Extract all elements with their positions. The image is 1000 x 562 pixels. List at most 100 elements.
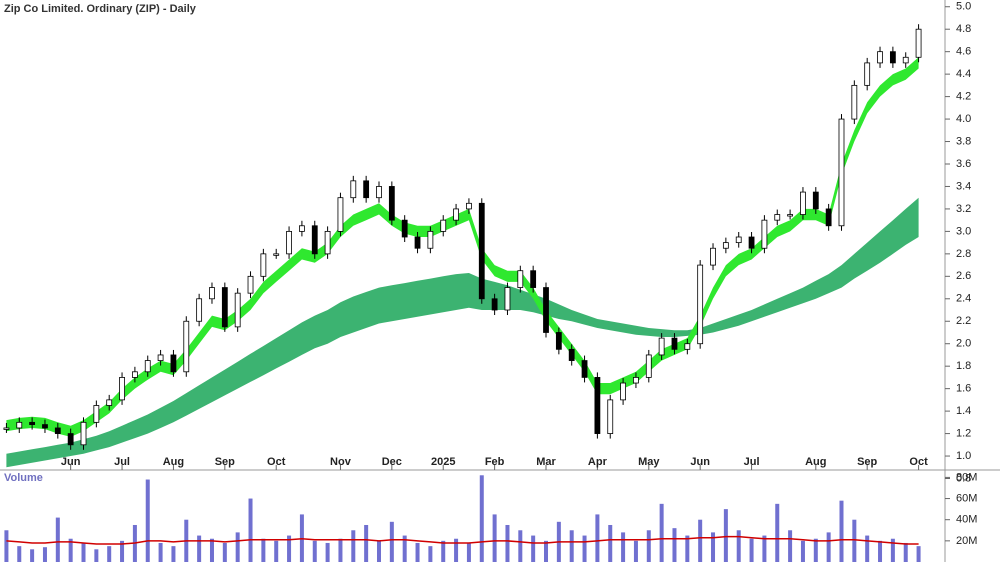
x-tick-label: Nov bbox=[330, 456, 352, 468]
y-tick-label: 3.6 bbox=[956, 158, 971, 170]
x-tick-label: Aug bbox=[163, 456, 184, 468]
volume-bar bbox=[736, 530, 741, 562]
candle-body bbox=[42, 424, 48, 429]
volume-bar bbox=[646, 530, 651, 562]
x-tick-label: Feb bbox=[485, 456, 505, 468]
candle-body bbox=[106, 399, 113, 406]
candle-body bbox=[119, 377, 125, 401]
candle-body bbox=[67, 433, 74, 446]
volume-bar bbox=[351, 530, 356, 562]
volume-bar bbox=[672, 528, 677, 562]
volume-bar bbox=[4, 530, 9, 562]
volume-bar bbox=[364, 524, 369, 562]
y-tick-label: 5.0 bbox=[956, 1, 971, 13]
y-tick-label: 1.2 bbox=[956, 427, 971, 439]
volume-bar bbox=[633, 540, 638, 562]
candle-body bbox=[568, 348, 575, 361]
volume-bar bbox=[248, 498, 253, 562]
y-tick-label: 4.0 bbox=[956, 113, 971, 125]
volume-bar bbox=[312, 540, 317, 562]
candle-body bbox=[517, 270, 524, 288]
candle-body bbox=[414, 236, 421, 249]
x-tick-label: Oct bbox=[909, 456, 928, 468]
y-tick-label: 2.2 bbox=[956, 315, 971, 327]
candle-body bbox=[543, 287, 549, 333]
volume-bar bbox=[659, 503, 664, 562]
x-tick-label: Jun bbox=[61, 456, 81, 468]
candle-body bbox=[54, 427, 61, 434]
volume-bar bbox=[107, 546, 112, 562]
volume-label: Volume bbox=[4, 472, 43, 484]
y-tick-label: 1.0 bbox=[956, 450, 971, 462]
volume-bar bbox=[454, 538, 459, 562]
candle-body bbox=[401, 219, 408, 238]
candle-body bbox=[478, 202, 485, 300]
volume-bar bbox=[505, 524, 510, 562]
candle-body bbox=[299, 225, 305, 232]
candle-body bbox=[915, 28, 922, 58]
volume-bar bbox=[582, 535, 587, 562]
volume-bar bbox=[878, 540, 883, 562]
volume-bar bbox=[428, 546, 433, 562]
x-tick-label: Apr bbox=[588, 456, 608, 468]
candle-body bbox=[530, 270, 537, 288]
candle-body bbox=[787, 214, 794, 217]
volume-bar bbox=[698, 519, 703, 562]
candle-body bbox=[376, 186, 382, 199]
volume-bar bbox=[685, 535, 690, 562]
candle-body bbox=[671, 337, 678, 350]
candle-body bbox=[684, 343, 691, 350]
candle-body bbox=[93, 405, 100, 423]
candle-body bbox=[3, 427, 10, 430]
volume-bar bbox=[711, 532, 716, 562]
candle-body bbox=[877, 51, 883, 64]
candle-body bbox=[234, 292, 241, 328]
candle-body bbox=[16, 421, 23, 429]
volume-bar bbox=[852, 519, 857, 562]
volume-bar bbox=[903, 542, 908, 562]
volume-bar bbox=[17, 546, 22, 562]
candle-body bbox=[620, 382, 626, 401]
volume-bar bbox=[389, 521, 394, 562]
y-tick-label: 4.4 bbox=[956, 68, 971, 80]
x-tick-label: Jul bbox=[744, 456, 760, 468]
volume-bar bbox=[338, 538, 343, 562]
volume-bar bbox=[145, 479, 150, 562]
volume-bar bbox=[723, 509, 728, 562]
volume-bar bbox=[813, 538, 818, 562]
candle-body bbox=[774, 214, 781, 221]
volume-average bbox=[6, 535, 919, 545]
volume-bar bbox=[441, 540, 446, 562]
candle-body bbox=[80, 421, 87, 446]
volume-bar bbox=[402, 535, 407, 562]
candle-body bbox=[812, 191, 819, 210]
candle-body bbox=[851, 84, 858, 120]
candle-body bbox=[247, 275, 254, 294]
volume-bar bbox=[120, 540, 125, 562]
candle-body bbox=[388, 186, 395, 221]
candle-body bbox=[735, 236, 742, 244]
chart-title: Zip Co Limited. Ordinary (ZIP) - Daily bbox=[4, 3, 197, 15]
candle-body bbox=[800, 191, 806, 215]
volume-bar bbox=[749, 538, 754, 562]
volume-bar bbox=[235, 532, 240, 562]
candle-body bbox=[607, 399, 614, 434]
candle-body bbox=[722, 242, 729, 249]
x-tick-label: 2025 bbox=[431, 456, 455, 468]
candle-body bbox=[889, 51, 896, 64]
volume-bar bbox=[415, 542, 420, 562]
y-tick-label: 2.0 bbox=[956, 338, 971, 350]
volume-bar bbox=[621, 532, 626, 562]
candle-body bbox=[645, 354, 652, 378]
x-tick-label: Jun bbox=[690, 456, 710, 468]
volume-bar bbox=[608, 524, 613, 562]
candle-body bbox=[825, 208, 832, 227]
volume-bar bbox=[595, 514, 600, 562]
candle-body bbox=[658, 337, 665, 356]
volume-bar bbox=[30, 549, 35, 562]
candle-body bbox=[864, 62, 871, 86]
volume-tick-label: 20M bbox=[956, 535, 977, 547]
candle-body bbox=[209, 287, 215, 300]
volume-bar bbox=[492, 514, 497, 562]
